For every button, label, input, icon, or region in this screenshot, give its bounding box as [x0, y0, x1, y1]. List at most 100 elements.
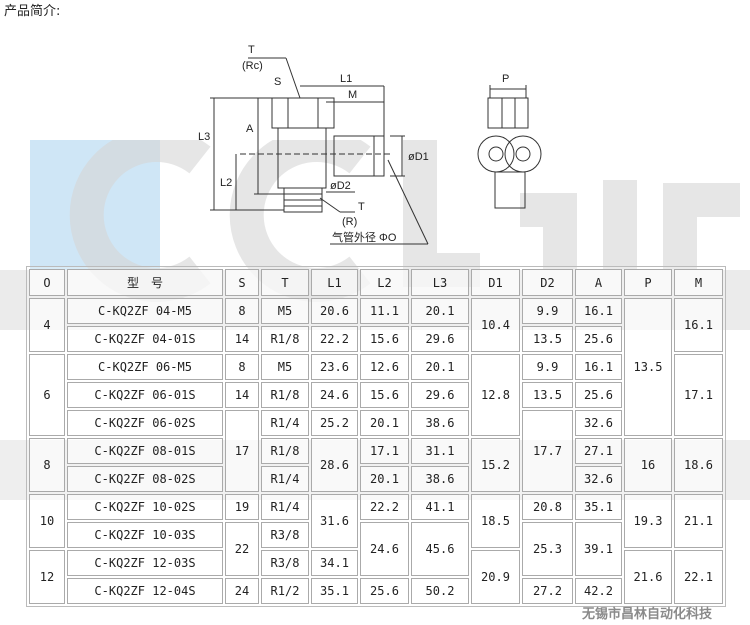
- table-cell: 20.8: [522, 494, 573, 520]
- table-cell: 38.6: [411, 410, 469, 436]
- table-row: 4 C-KQ2ZF 04-M5 8 M5 20.6 11.1 20.1 10.4 9.9 16.1…: [29, 298, 723, 436]
- table-cell: 31.6: [311, 494, 358, 548]
- label-m: M: [348, 89, 357, 101]
- table-cell: 38.6: [411, 466, 469, 492]
- table-cell: 25.6: [575, 382, 622, 408]
- table-cell: 11.1: [360, 298, 409, 324]
- table-cell: C-KQ2ZF 12-04S: [67, 578, 223, 604]
- column-header: D2: [522, 269, 573, 296]
- table-cell: 15.6: [360, 326, 409, 352]
- table-cell: R1/4: [261, 466, 309, 492]
- table-cell: 14: [225, 382, 259, 408]
- table-cell: R1/8: [261, 326, 309, 352]
- table-cell: 6: [29, 354, 65, 436]
- label-d2: øD2: [330, 180, 351, 192]
- column-header: O: [29, 269, 65, 296]
- table-cell: 25.6: [360, 578, 409, 604]
- table-cell: 39.1: [575, 522, 622, 576]
- table-cell: 18.5: [471, 494, 520, 548]
- table-cell: 25.6: [575, 326, 622, 352]
- table-cell: 12: [29, 550, 65, 604]
- table-cell: C-KQ2ZF 06-02S: [67, 410, 223, 436]
- table-cell: 25.2: [311, 410, 358, 436]
- table-cell: 13.5: [522, 326, 573, 352]
- table-cell: 22: [225, 522, 259, 576]
- table-cell: R3/8: [261, 550, 309, 576]
- label-l1: L1: [340, 73, 352, 85]
- table-cell: 24.6: [360, 522, 409, 576]
- table-cell: 41.1: [411, 494, 469, 520]
- table-cell: R1/2: [261, 578, 309, 604]
- table-cell: C-KQ2ZF 06-01S: [67, 382, 223, 408]
- table-cell: 8: [29, 438, 65, 492]
- table-cell: 8: [225, 354, 259, 380]
- column-header: P: [624, 269, 672, 296]
- table-cell: 10: [29, 494, 65, 548]
- table-cell: R1/4: [261, 410, 309, 436]
- intro-heading: 产品简介:: [4, 4, 61, 19]
- table-cell: R3/8: [261, 522, 309, 548]
- label-t-bottom: T: [358, 201, 365, 213]
- table-cell: 45.6: [411, 522, 469, 576]
- table-cell: 32.6: [575, 466, 622, 492]
- table-cell: 25.3: [522, 522, 573, 576]
- table-cell: C-KQ2ZF 10-02S: [67, 494, 223, 520]
- table-cell: 20.1: [360, 410, 409, 436]
- table-cell: 19.3: [624, 494, 672, 548]
- table-cell: 50.2: [411, 578, 469, 604]
- table-cell: 15.6: [360, 382, 409, 408]
- table-cell: 27.2: [522, 578, 573, 604]
- table-row: 6 C-KQ2ZF 06-M5 8 M5 23.6 12.6 20.1 12.8 9.9 16.1…: [29, 354, 723, 436]
- table-row: C-KQ2ZF 12-04S 24 R1/2 35.1 25.6 50.2 27.2 42.2: [29, 578, 723, 604]
- table-cell: 10.4: [471, 298, 520, 352]
- table-row: 12 C-KQ2ZF 12-03S R3/8 34.1 20.9 21.6 22.1: [29, 550, 723, 604]
- table-cell: 42.2: [575, 578, 622, 604]
- table-cell: 22.2: [360, 494, 409, 520]
- table-cell: 24.6: [311, 382, 358, 408]
- table-cell: 34.1: [311, 550, 358, 576]
- table-cell: 18.6: [674, 438, 723, 492]
- label-p: P: [502, 73, 509, 85]
- table-row: C-KQ2ZF 04-01S 14 R1/8 22.2 15.6 29.6 13.5 25.6: [29, 326, 723, 352]
- table-cell: 20.1: [360, 466, 409, 492]
- label-a: A: [246, 123, 254, 135]
- label-l2: L2: [220, 177, 232, 189]
- table-cell: 22.1: [674, 550, 723, 604]
- table-cell: 19: [225, 494, 259, 520]
- column-header: S: [225, 269, 259, 296]
- column-header: M: [674, 269, 723, 296]
- table-cell: C-KQ2ZF 08-02S: [67, 466, 223, 492]
- table-cell: 17.7: [522, 410, 573, 492]
- table-cell: 21.6: [624, 550, 672, 604]
- table-cell: 9.9: [522, 354, 573, 380]
- product-drawing: T (Rc) S L1 M A L3 L2 øD1 øD2 T (R) P 气管…: [198, 44, 542, 245]
- column-header: L1: [311, 269, 358, 296]
- table-cell: 31.1: [411, 438, 469, 464]
- table-row: C-KQ2ZF 10-03S 22 R3/8 24.6 45.6 25.3 39.1: [29, 522, 723, 576]
- table-cell: 16.1: [575, 298, 622, 324]
- label-t-top: T: [248, 44, 255, 56]
- table-cell: 21.1: [674, 494, 723, 548]
- label-s: S: [274, 76, 281, 88]
- table-cell: 29.6: [411, 382, 469, 408]
- column-header: T: [261, 269, 309, 296]
- table-cell: C-KQ2ZF 10-03S: [67, 522, 223, 548]
- table-cell: 13.5: [624, 298, 672, 436]
- column-header: 型 号: [67, 269, 223, 296]
- table-cell: C-KQ2ZF 04-M5: [67, 298, 223, 324]
- table-cell: 35.1: [575, 494, 622, 520]
- table-row: 10 C-KQ2ZF 10-02S 19 R1/4 31.6 22.2 41.1 18.5 20…: [29, 494, 723, 548]
- column-header: L3: [411, 269, 469, 296]
- table-cell: C-KQ2ZF 06-M5: [67, 354, 223, 380]
- footer-watermark: 无锡市昌林自动化科技: [582, 607, 713, 622]
- table-cell: 27.1: [575, 438, 622, 464]
- label-tube-od: 气管外径 ΦO: [332, 230, 397, 244]
- table-cell: C-KQ2ZF 08-01S: [67, 438, 223, 464]
- label-l3: L3: [198, 131, 210, 143]
- table-cell: 14: [225, 326, 259, 352]
- label-d1: øD1: [408, 151, 429, 163]
- table-row: C-KQ2ZF 08-02S R1/4 20.1 38.6 32.6: [29, 466, 723, 492]
- table-cell: 12.8: [471, 354, 520, 436]
